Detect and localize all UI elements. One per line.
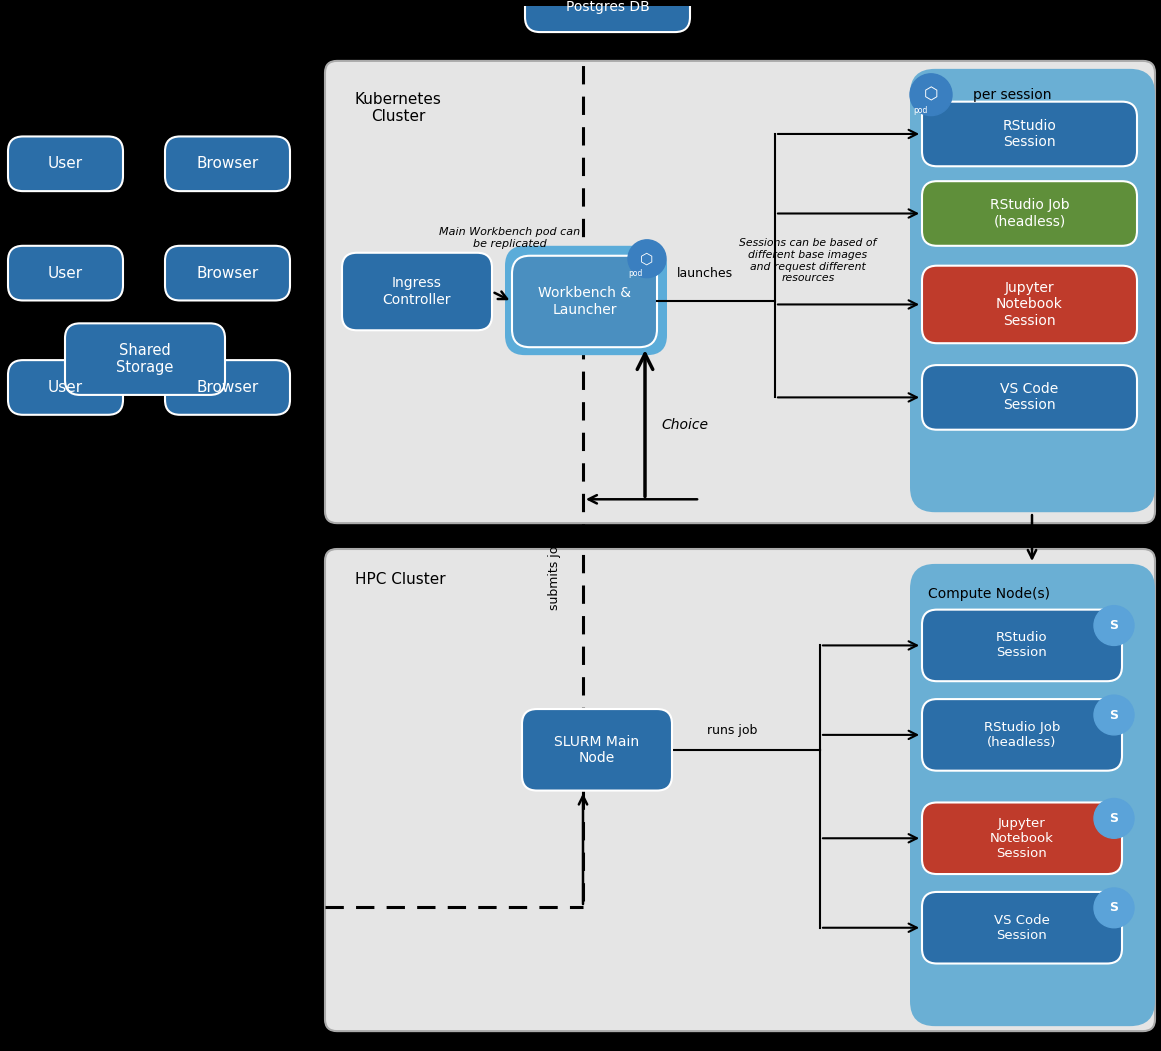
FancyBboxPatch shape xyxy=(910,69,1155,512)
Text: SLURM Main
Node: SLURM Main Node xyxy=(555,735,640,765)
Text: User: User xyxy=(48,157,84,171)
Text: Kubernetes
Cluster: Kubernetes Cluster xyxy=(355,91,442,124)
FancyBboxPatch shape xyxy=(922,102,1137,166)
Text: Browser: Browser xyxy=(196,157,259,171)
FancyBboxPatch shape xyxy=(8,360,123,415)
Text: Jupyter
Notebook
Session: Jupyter Notebook Session xyxy=(990,817,1054,860)
Text: pod: pod xyxy=(628,269,642,279)
FancyBboxPatch shape xyxy=(325,549,1155,1031)
Text: S: S xyxy=(1110,811,1118,825)
Circle shape xyxy=(1094,605,1134,645)
FancyBboxPatch shape xyxy=(325,61,1155,523)
FancyBboxPatch shape xyxy=(165,246,290,301)
Text: User: User xyxy=(48,266,84,281)
FancyBboxPatch shape xyxy=(8,137,123,191)
Text: S: S xyxy=(1110,619,1118,632)
Text: Jupyter
Notebook
Session: Jupyter Notebook Session xyxy=(996,282,1063,328)
Text: launches: launches xyxy=(677,267,733,281)
FancyBboxPatch shape xyxy=(342,252,492,330)
Text: VS Code
Session: VS Code Session xyxy=(1001,383,1059,412)
Text: Postgres DB: Postgres DB xyxy=(565,0,649,15)
FancyBboxPatch shape xyxy=(922,610,1122,681)
Text: RStudio Job
(headless): RStudio Job (headless) xyxy=(989,199,1069,229)
Text: RStudio Job
(headless): RStudio Job (headless) xyxy=(983,721,1060,749)
FancyBboxPatch shape xyxy=(922,892,1122,964)
FancyBboxPatch shape xyxy=(65,324,225,395)
FancyBboxPatch shape xyxy=(512,255,657,347)
Circle shape xyxy=(1094,799,1134,839)
Text: Browser: Browser xyxy=(196,266,259,281)
Text: RStudio
Session: RStudio Session xyxy=(996,632,1048,659)
Text: Shared
Storage: Shared Storage xyxy=(116,343,174,375)
FancyBboxPatch shape xyxy=(165,137,290,191)
FancyBboxPatch shape xyxy=(910,564,1155,1026)
Text: S: S xyxy=(1110,708,1118,721)
Text: Sessions can be based of
different base images
and request different
resources: Sessions can be based of different base … xyxy=(740,239,877,283)
FancyBboxPatch shape xyxy=(505,246,668,355)
Text: pod: pod xyxy=(913,106,928,116)
Text: VS Code
Session: VS Code Session xyxy=(994,913,1050,942)
FancyBboxPatch shape xyxy=(8,246,123,301)
Text: HPC Cluster: HPC Cluster xyxy=(355,572,446,586)
FancyBboxPatch shape xyxy=(522,709,672,790)
Text: Browser: Browser xyxy=(196,380,259,395)
FancyBboxPatch shape xyxy=(922,365,1137,430)
FancyBboxPatch shape xyxy=(525,0,690,33)
FancyBboxPatch shape xyxy=(922,181,1137,246)
Text: ⬡: ⬡ xyxy=(641,251,654,266)
FancyBboxPatch shape xyxy=(165,360,290,415)
Circle shape xyxy=(1094,888,1134,928)
Text: Choice: Choice xyxy=(662,417,708,432)
Text: submits job: submits job xyxy=(548,538,562,610)
Text: S: S xyxy=(1110,902,1118,914)
Text: per session: per session xyxy=(973,87,1052,102)
Text: Ingress
Controller: Ingress Controller xyxy=(383,276,452,307)
Text: Compute Node(s): Compute Node(s) xyxy=(928,586,1050,601)
Text: runs job: runs job xyxy=(707,724,757,738)
Circle shape xyxy=(910,74,952,116)
FancyBboxPatch shape xyxy=(922,699,1122,770)
Text: Workbench &
Launcher: Workbench & Launcher xyxy=(538,286,630,316)
Circle shape xyxy=(1094,695,1134,735)
Text: ⬡: ⬡ xyxy=(924,86,938,104)
Text: RStudio
Session: RStudio Session xyxy=(1003,119,1057,149)
FancyBboxPatch shape xyxy=(922,803,1122,874)
Text: User: User xyxy=(48,380,84,395)
FancyBboxPatch shape xyxy=(922,266,1137,344)
Text: Main Workbench pod can
be replicated: Main Workbench pod can be replicated xyxy=(439,227,580,249)
Circle shape xyxy=(628,240,666,277)
